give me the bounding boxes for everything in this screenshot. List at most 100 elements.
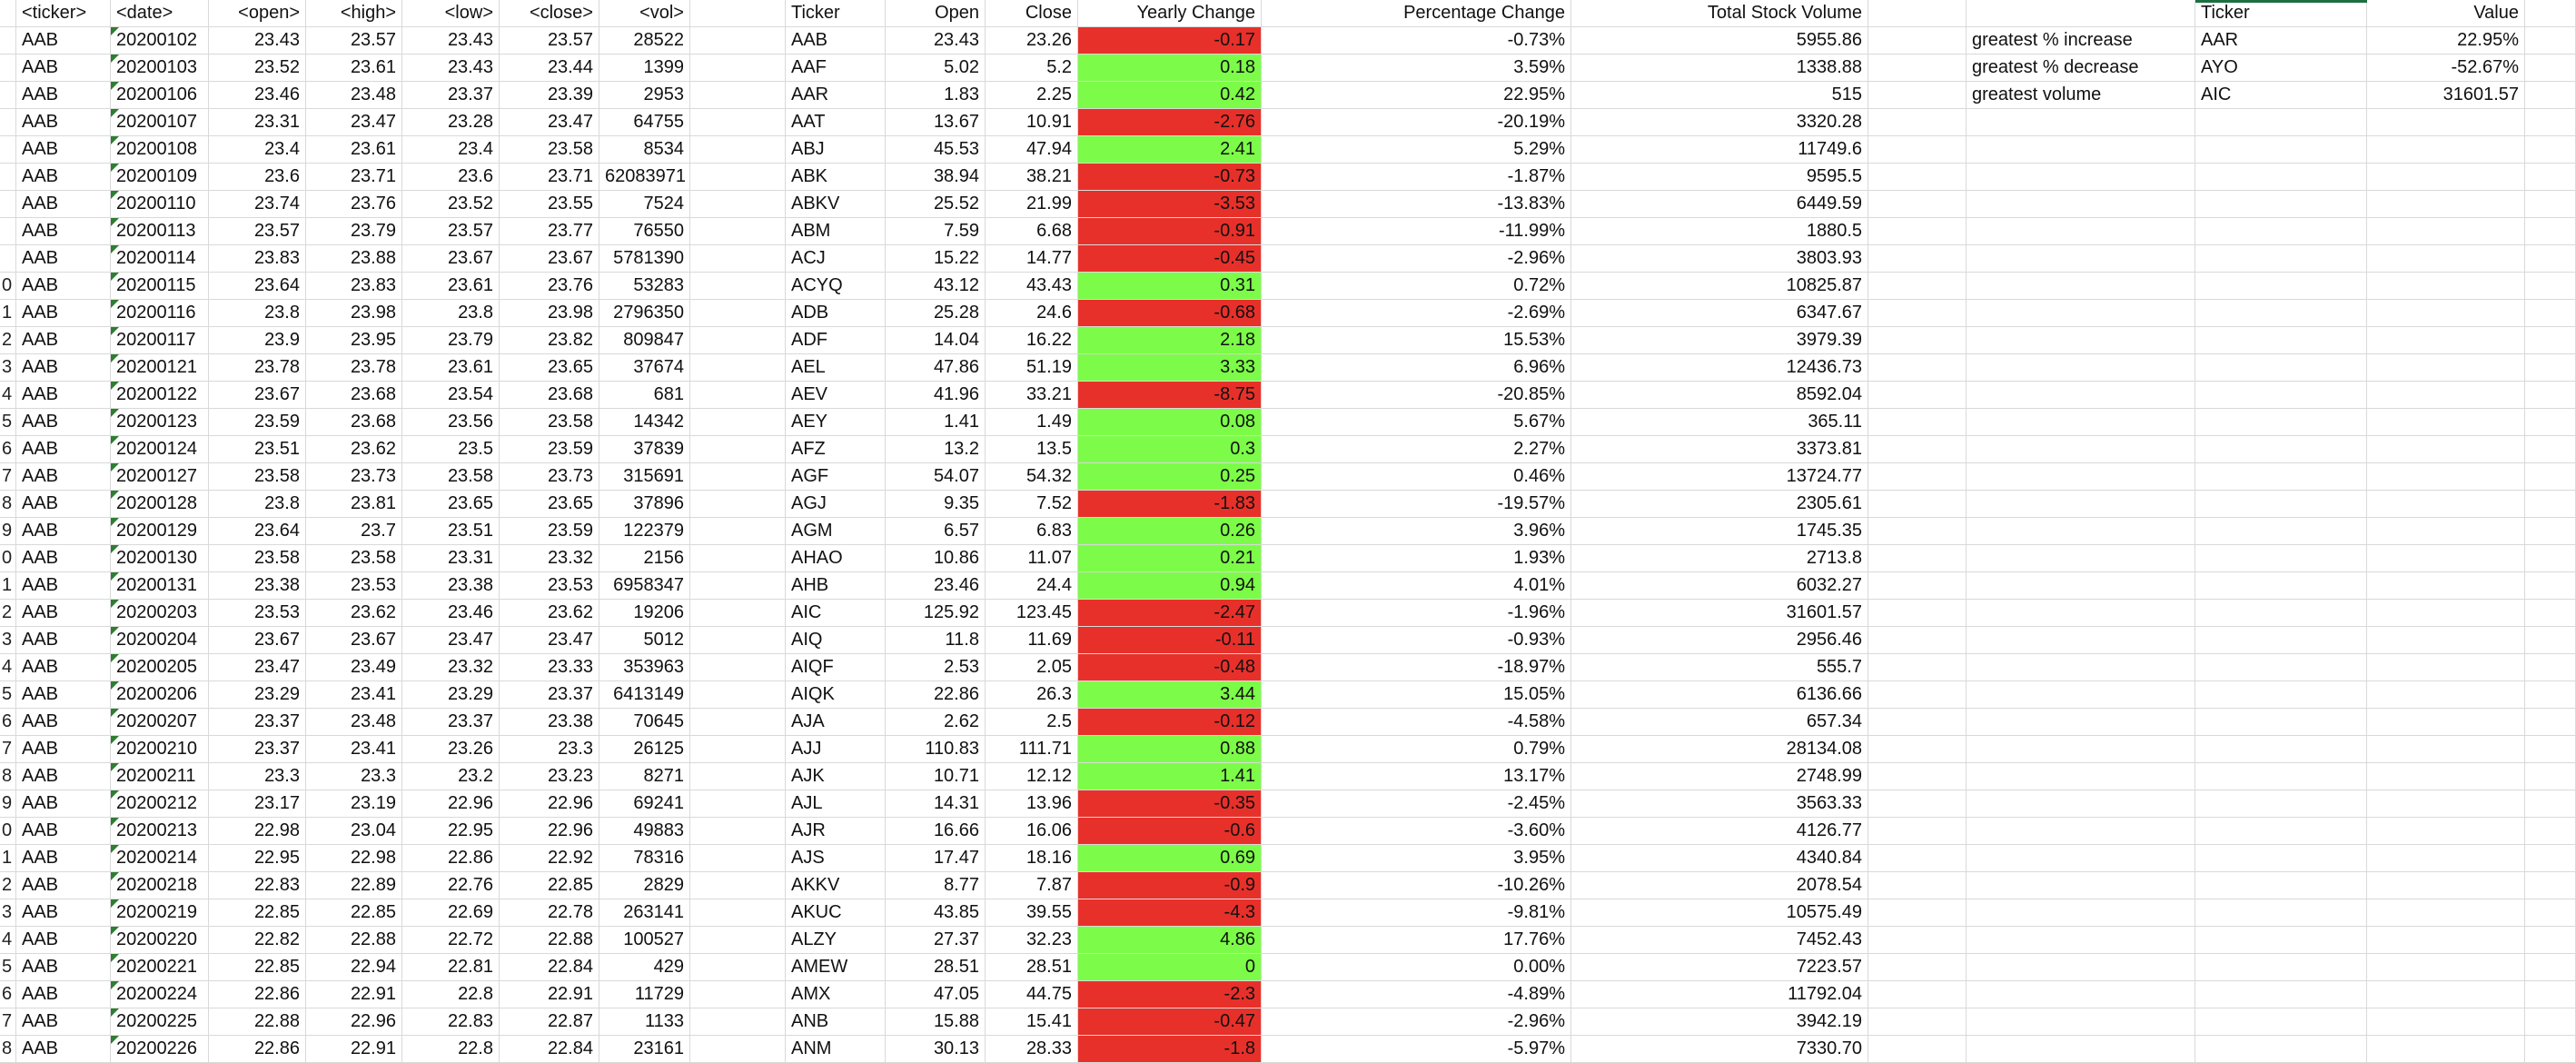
raw-data-cell[interactable]: 22.95	[209, 845, 306, 872]
raw-data-cell[interactable]: 23.47	[500, 627, 599, 654]
summary-data-cell[interactable]: AJR	[786, 818, 886, 845]
empty-cell[interactable]	[690, 1036, 786, 1063]
summary-data-cell[interactable]: 16.66	[886, 818, 986, 845]
summary-data-cell[interactable]: AKKV	[786, 872, 886, 899]
summary-data-cell[interactable]: 41.96	[886, 382, 986, 409]
raw-data-cell[interactable]: 23.38	[209, 572, 306, 600]
raw-data-cell[interactable]: 20200115	[111, 273, 209, 300]
raw-data-cell[interactable]: AAB	[16, 1008, 111, 1036]
empty-cell[interactable]	[2525, 627, 2576, 654]
raw-data-cell[interactable]: 23.31	[402, 545, 500, 572]
summary-data-cell[interactable]: 32.23	[986, 927, 1078, 954]
raw-data-cell[interactable]: 23.41	[306, 736, 402, 763]
summary-data-cell[interactable]: ABK	[786, 164, 886, 191]
raw-data-cell[interactable]: 23.31	[209, 109, 306, 136]
summary-data-cell[interactable]: 43.12	[886, 273, 986, 300]
raw-data-cell[interactable]: 100527	[599, 927, 690, 954]
raw-data-cell[interactable]: 37674	[599, 354, 690, 382]
greatest-data-cell[interactable]: AAR	[2195, 27, 2367, 55]
summary-data-cell[interactable]: 22.86	[886, 681, 986, 709]
greatest-label-cell[interactable]	[1967, 545, 2195, 572]
greatest-label-cell[interactable]	[1967, 436, 2195, 463]
empty-cell[interactable]	[2525, 55, 2576, 82]
empty-cell[interactable]	[2525, 409, 2576, 436]
summary-data-cell[interactable]: ABJ	[786, 136, 886, 164]
yearly-change-cell[interactable]: -0.91	[1078, 218, 1262, 245]
raw-data-cell[interactable]: 23.5	[402, 436, 500, 463]
summary-data-cell[interactable]: 7.87	[986, 872, 1078, 899]
empty-cell[interactable]	[2525, 818, 2576, 845]
raw-data-cell[interactable]: 23.4	[209, 136, 306, 164]
raw-data-cell[interactable]: AAB	[16, 954, 111, 981]
empty-cell[interactable]	[2525, 273, 2576, 300]
greatest-data-cell[interactable]	[2195, 927, 2367, 954]
greatest-label-cell[interactable]	[1967, 681, 2195, 709]
raw-data-cell[interactable]: 76550	[599, 218, 690, 245]
raw-data-cell[interactable]: 23.52	[402, 191, 500, 218]
raw-data-cell[interactable]: 23.76	[306, 191, 402, 218]
empty-cell[interactable]	[690, 300, 786, 327]
empty-cell[interactable]	[690, 954, 786, 981]
raw-data-cell[interactable]: 23.67	[209, 627, 306, 654]
greatest-data-cell[interactable]	[2367, 409, 2525, 436]
greatest-data-cell[interactable]	[2367, 790, 2525, 818]
empty-cell[interactable]	[2525, 491, 2576, 518]
summary-data-cell[interactable]: AAT	[786, 109, 886, 136]
raw-data-cell[interactable]: 22.88	[500, 927, 599, 954]
yearly-change-cell[interactable]: 0.69	[1078, 845, 1262, 872]
summary-data-cell[interactable]: 11792.04	[1571, 981, 1868, 1008]
empty-cell[interactable]	[690, 709, 786, 736]
summary-data-cell[interactable]: -19.57%	[1262, 491, 1571, 518]
greatest-data-cell[interactable]	[2367, 491, 2525, 518]
summary-data-cell[interactable]: 15.05%	[1262, 681, 1571, 709]
greatest-data-cell[interactable]	[2367, 818, 2525, 845]
summary-data-cell[interactable]: AIQK	[786, 681, 886, 709]
raw-data-cell[interactable]: 22.78	[500, 899, 599, 927]
empty-cell[interactable]	[690, 736, 786, 763]
raw-data-cell[interactable]: 22.85	[209, 954, 306, 981]
greatest-data-cell[interactable]	[2367, 164, 2525, 191]
row-number[interactable]: 7	[0, 463, 16, 491]
raw-data-cell[interactable]: AAB	[16, 981, 111, 1008]
yearly-change-cell[interactable]: 0.18	[1078, 55, 1262, 82]
raw-data-cell[interactable]: 23.47	[500, 109, 599, 136]
greatest-data-cell[interactable]	[2195, 600, 2367, 627]
summary-data-cell[interactable]: 15.88	[886, 1008, 986, 1036]
greatest-label-cell[interactable]	[1967, 245, 2195, 273]
raw-data-cell[interactable]: 23.23	[500, 763, 599, 790]
yearly-change-cell[interactable]: 0.3	[1078, 436, 1262, 463]
raw-data-cell[interactable]: 122379	[599, 518, 690, 545]
raw-data-cell[interactable]: 22.91	[500, 981, 599, 1008]
greatest-data-cell[interactable]	[2367, 191, 2525, 218]
raw-data-cell[interactable]: AAB	[16, 191, 111, 218]
summary-data-cell[interactable]: 7.59	[886, 218, 986, 245]
greatest-data-cell[interactable]	[2195, 790, 2367, 818]
raw-data-cell[interactable]: 23.65	[402, 491, 500, 518]
raw-data-cell[interactable]: 23.37	[402, 82, 500, 109]
summary-data-cell[interactable]: -9.81%	[1262, 899, 1571, 927]
yearly-change-cell[interactable]: -2.3	[1078, 981, 1262, 1008]
summary-data-cell[interactable]: 4.01%	[1262, 572, 1571, 600]
summary-data-cell[interactable]: 6.57	[886, 518, 986, 545]
greatest-label-cell[interactable]	[1967, 981, 2195, 1008]
summary-data-cell[interactable]: AHB	[786, 572, 886, 600]
raw-data-cell[interactable]: AAB	[16, 218, 111, 245]
row-number[interactable]: 8	[0, 763, 16, 790]
raw-data-cell[interactable]: 20200218	[111, 872, 209, 899]
greatest-data-cell[interactable]	[2195, 981, 2367, 1008]
empty-cell[interactable]	[1868, 354, 1967, 382]
greatest-label-cell[interactable]: greatest % decrease	[1967, 55, 2195, 82]
raw-data-cell[interactable]: 8271	[599, 763, 690, 790]
raw-data-cell[interactable]: 23.57	[402, 218, 500, 245]
summary-data-cell[interactable]: 7330.70	[1571, 1036, 1868, 1063]
raw-data-cell[interactable]: 28522	[599, 27, 690, 55]
raw-data-cell[interactable]: AAB	[16, 709, 111, 736]
raw-data-cell[interactable]: 263141	[599, 899, 690, 927]
summary-data-cell[interactable]: 10.91	[986, 109, 1078, 136]
yearly-change-cell[interactable]: 0.25	[1078, 463, 1262, 491]
raw-data-cell[interactable]: 23.79	[306, 218, 402, 245]
raw-data-cell[interactable]: 5781390	[599, 245, 690, 273]
summary-data-cell[interactable]: 10825.87	[1571, 273, 1868, 300]
raw-data-cell[interactable]: 20200131	[111, 572, 209, 600]
raw-data-cell[interactable]: 22.83	[402, 1008, 500, 1036]
